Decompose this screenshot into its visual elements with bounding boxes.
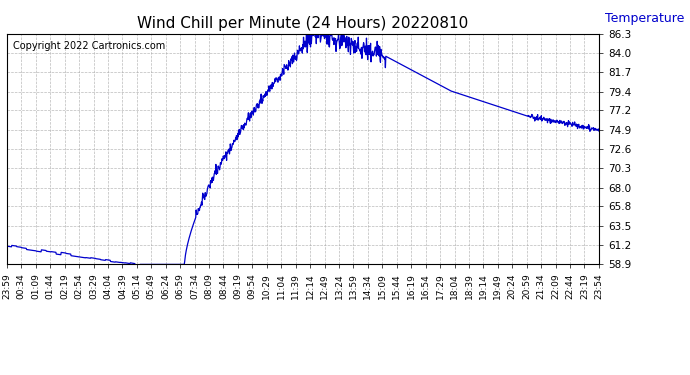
Title: Wind Chill per Minute (24 Hours) 20220810: Wind Chill per Minute (24 Hours) 2022081… — [137, 16, 469, 31]
Text: Temperature  (°F): Temperature (°F) — [605, 12, 690, 24]
Text: Copyright 2022 Cartronics.com: Copyright 2022 Cartronics.com — [13, 40, 165, 51]
